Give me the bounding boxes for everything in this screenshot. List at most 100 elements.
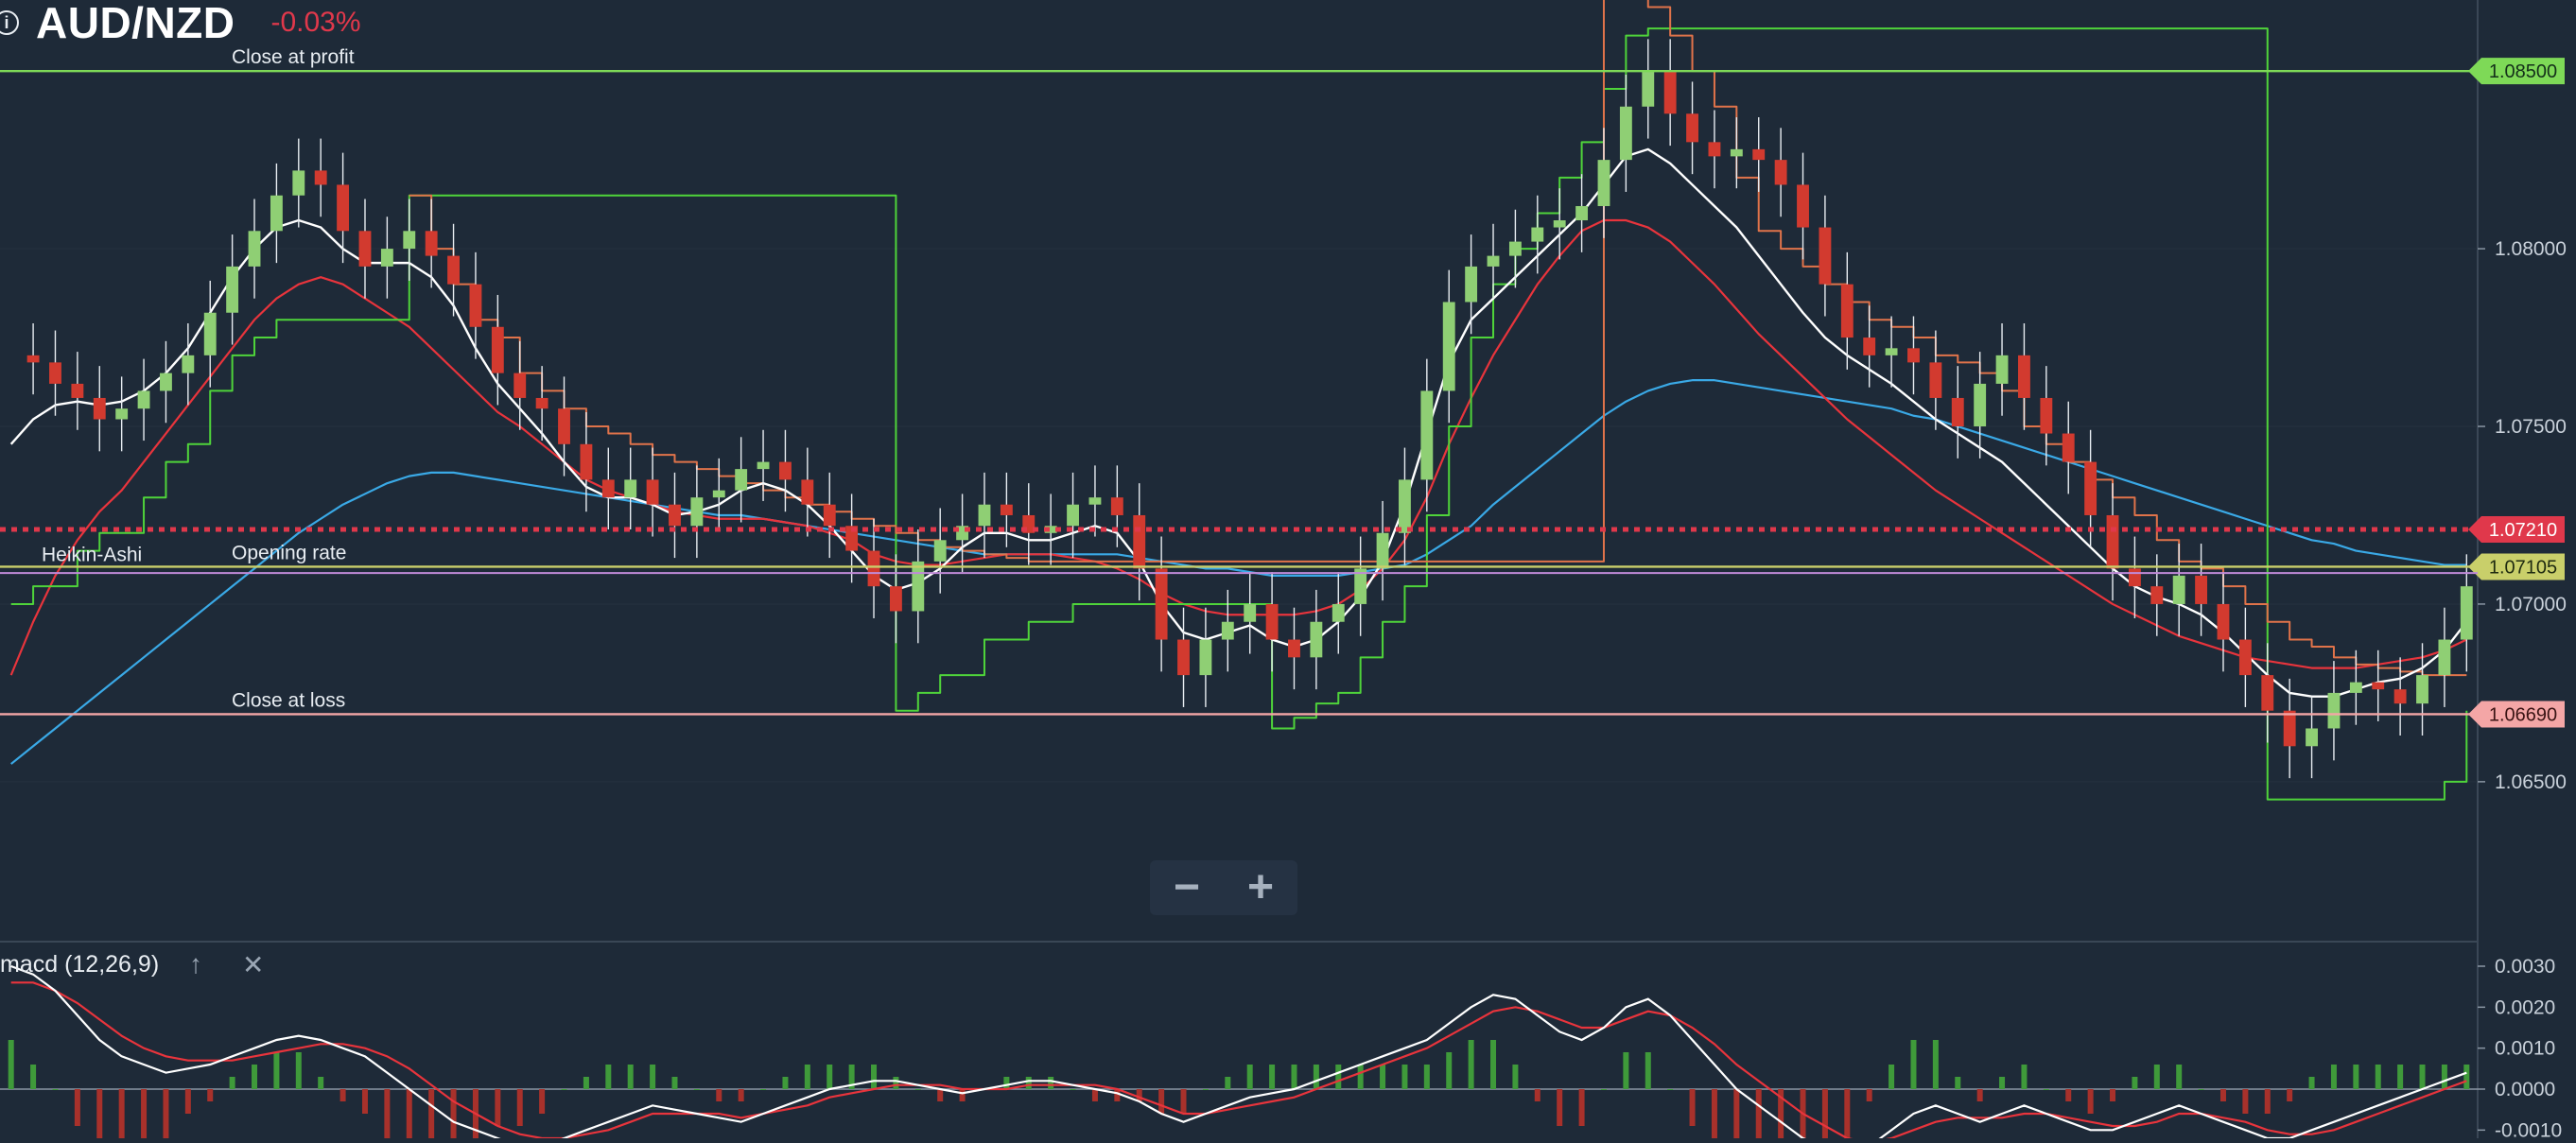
macd-histogram-bar xyxy=(1357,1065,1364,1089)
macd-tick-label: 0.0000 xyxy=(2495,1079,2555,1100)
macd-histogram-bar xyxy=(2242,1089,2249,1114)
candle-up xyxy=(1442,302,1455,391)
candle-down xyxy=(337,184,350,232)
candle-down xyxy=(1177,639,1190,676)
macd-histogram-bar xyxy=(2375,1065,2381,1089)
macd-histogram-bar xyxy=(495,1089,501,1126)
candle-down xyxy=(2062,433,2075,462)
candle-up xyxy=(735,469,748,491)
macd-histogram-bar xyxy=(2132,1077,2138,1089)
candle-up xyxy=(160,372,172,391)
macd-histogram-bar xyxy=(1380,1065,1386,1089)
macd-histogram-bar xyxy=(406,1089,412,1143)
loss-level-tag-bg xyxy=(2468,701,2565,728)
macd-histogram-bar xyxy=(96,1089,103,1143)
candle-down xyxy=(867,550,880,587)
macd-histogram-bar xyxy=(1623,1052,1629,1089)
candle-down xyxy=(1000,504,1013,515)
macd-histogram-bar xyxy=(650,1065,656,1089)
candle-up xyxy=(1974,383,1987,427)
macd-histogram-bar xyxy=(1225,1077,1231,1089)
profit-level-tag-bg xyxy=(2468,58,2565,85)
candle-up xyxy=(2327,692,2341,729)
candle-down xyxy=(779,461,792,480)
candle-up xyxy=(380,249,393,267)
macd-histogram-bar xyxy=(1534,1089,1540,1101)
candle-up xyxy=(1553,220,1566,228)
macd-histogram-bar xyxy=(2419,1065,2426,1089)
candle-down xyxy=(889,586,902,612)
macd-histogram-bar xyxy=(1866,1089,1872,1101)
macd-histogram-bar xyxy=(871,1065,878,1089)
candle-down xyxy=(2018,355,2030,398)
macd-histogram-bar xyxy=(1955,1077,1961,1089)
opening-level-tag-label: 1.07105 xyxy=(2489,557,2557,578)
macd-histogram-bar xyxy=(2330,1065,2337,1089)
candle-up xyxy=(2172,575,2185,604)
candle-down xyxy=(1752,148,1766,161)
macd-histogram-bar xyxy=(1202,1089,1209,1090)
arrow-up-icon[interactable]: ↑ xyxy=(189,949,202,978)
loss-level-name: Close at loss xyxy=(232,689,345,711)
macd-histogram-bar xyxy=(30,1065,37,1089)
zoom-out-button[interactable]: − xyxy=(1173,862,1201,912)
candle-up xyxy=(1487,255,1500,267)
macd-histogram-bar xyxy=(1888,1065,1895,1089)
candle-down xyxy=(1155,568,1168,640)
macd-histogram-bar xyxy=(2153,1065,2160,1089)
candle-down xyxy=(425,231,438,256)
macd-histogram-bar xyxy=(693,1089,700,1090)
candle-down xyxy=(2372,682,2385,690)
macd-histogram-bar xyxy=(1423,1065,1430,1089)
candle-up xyxy=(2349,682,2362,693)
macd-histogram-bar xyxy=(2219,1089,2226,1101)
candle-up xyxy=(1642,71,1655,107)
macd-histogram-bar xyxy=(893,1077,899,1089)
candle-up xyxy=(2438,639,2451,676)
macd-histogram-bar xyxy=(937,1089,944,1101)
heikin-ashi-label: Heikin-Ashi xyxy=(42,544,142,565)
zoom-in-button[interactable]: + xyxy=(1246,862,1275,912)
macd-histogram-bar xyxy=(1335,1065,1342,1089)
candle-up xyxy=(1619,106,1632,161)
candle-up xyxy=(1244,603,1257,622)
candle-up xyxy=(270,195,283,232)
candle-up xyxy=(624,479,637,498)
candle-up xyxy=(757,461,770,470)
macd-histogram-bar xyxy=(273,1052,280,1089)
white-ma-line xyxy=(9,147,2468,698)
macd-histogram-bar xyxy=(74,1089,80,1126)
candle-up xyxy=(978,504,991,527)
candle-down xyxy=(669,504,681,527)
macd-histogram-bar xyxy=(1401,1065,1408,1089)
macd-histogram-bar xyxy=(1689,1089,1696,1126)
macd-histogram-bar xyxy=(671,1077,678,1089)
info-icon[interactable]: i xyxy=(0,10,19,35)
macd-histogram-bar xyxy=(782,1077,789,1089)
candle-up xyxy=(690,497,704,527)
macd-tick-label: 0.0030 xyxy=(2495,956,2555,978)
candle-up xyxy=(1465,266,1478,303)
candle-up xyxy=(912,561,925,612)
close-icon[interactable]: ✕ xyxy=(242,950,265,979)
candle-up xyxy=(248,231,261,267)
candle-down xyxy=(2283,710,2296,747)
loss-level-tag: 1.06690 xyxy=(2468,701,2565,728)
macd-histogram-bar xyxy=(1136,1089,1142,1101)
macd-histogram-bar xyxy=(229,1077,235,1089)
price-tick-label: 1.07000 xyxy=(2495,594,2567,615)
opening-level-tag: 1.07105 xyxy=(2468,553,2565,580)
macd-histogram-bar xyxy=(1600,1089,1607,1090)
candle-up xyxy=(1221,621,1234,640)
macd-histogram-bar xyxy=(428,1089,435,1143)
current-level-tag-bg xyxy=(2468,516,2565,544)
macd-tick-label: -0.0010 xyxy=(2495,1119,2562,1138)
macd-histogram-bar xyxy=(163,1089,169,1138)
red-ma-line xyxy=(9,218,2467,676)
macd-histogram-bar xyxy=(1313,1065,1319,1089)
macd-histogram-bar xyxy=(1976,1089,1983,1101)
candle-up xyxy=(2460,586,2473,640)
macd-histogram-bar xyxy=(1755,1089,1762,1143)
